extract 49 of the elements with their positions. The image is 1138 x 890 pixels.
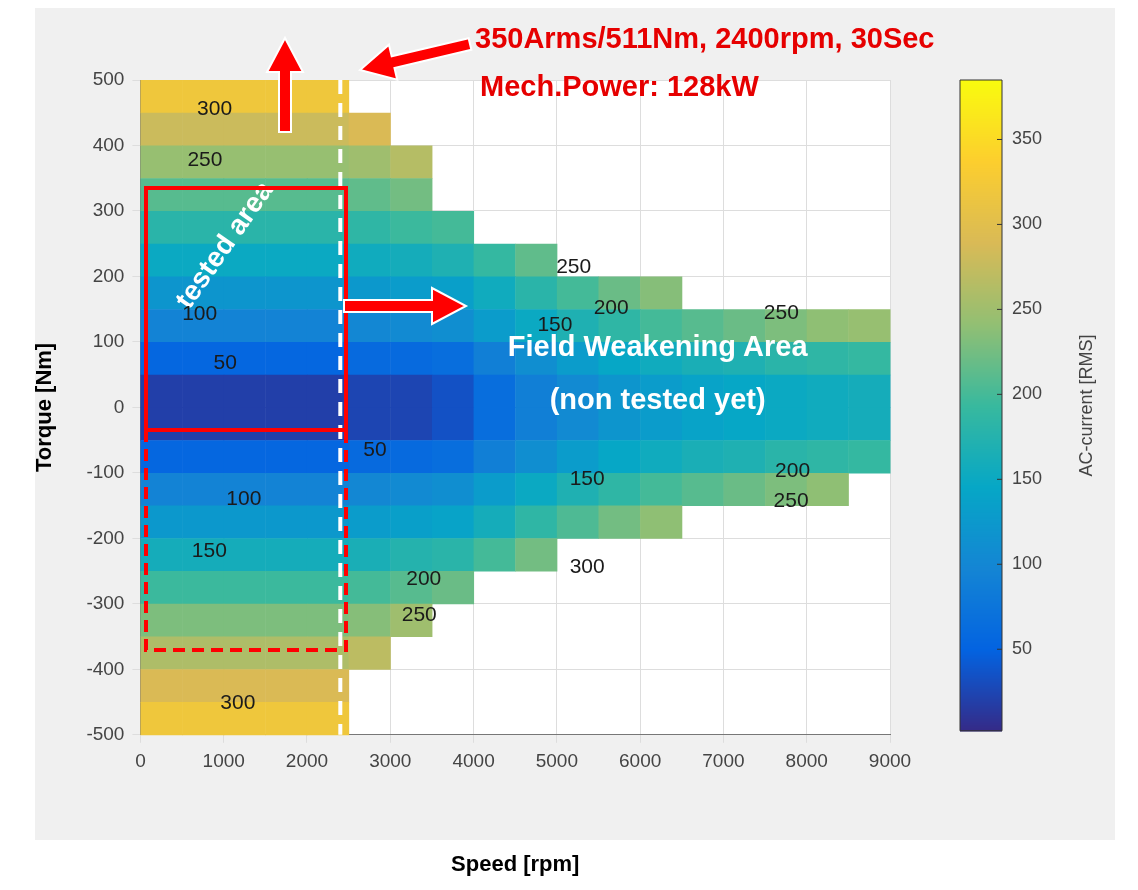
color-bar-label: 100 (1012, 553, 1043, 574)
x-tick-label: 7000 (702, 750, 745, 772)
text: 350Arms/511Nm, 2400rpm, 30Sec (475, 22, 935, 54)
y-tick-label: 400 (92, 133, 125, 155)
y-tick-label: -300 (86, 592, 125, 614)
y-axis-title: Torque [Nm] (31, 342, 57, 472)
x-tick-label: 9000 (868, 750, 912, 772)
annotation: 150 (569, 465, 605, 489)
x-tick-label: 6000 (619, 750, 662, 772)
color-bar-label: 200 (1012, 383, 1043, 404)
color-bar-title: AC-current [RMS] (1075, 334, 1096, 477)
color-bar-label: 150 (1012, 468, 1043, 489)
annotation: 250 (773, 488, 809, 512)
y-tick-label: 0 (113, 395, 125, 417)
y-tick-label: 100 (92, 330, 125, 352)
color-bar-label: 250 (1012, 298, 1043, 319)
annotation: 250 (187, 146, 223, 170)
y-tick-label: -500 (86, 723, 125, 745)
y-tick-label: -100 (86, 461, 125, 483)
annotation: 200 (406, 566, 442, 590)
annotation: 300 (220, 690, 256, 714)
x-tick-label: 1000 (202, 750, 245, 772)
annotation: 250 (556, 254, 592, 278)
color-bar-label: 350 (1012, 128, 1043, 149)
color-bar-label: 50 (1012, 638, 1033, 659)
y-tick-label: 300 (92, 199, 125, 221)
y-tick-label: -400 (86, 657, 125, 679)
x-tick-label: 3000 (369, 750, 412, 772)
y-tick-label: -200 (86, 526, 125, 548)
annotation: 150 (191, 537, 227, 561)
annotation: Field Weakening Area (507, 330, 809, 363)
annotation: 50 (363, 436, 387, 460)
annotation: 200 (775, 458, 811, 482)
x-tick-label: 2000 (285, 750, 329, 772)
annotation: 300 (197, 96, 233, 120)
annotation: 200 (593, 294, 629, 318)
annotation: (non tested yet) (549, 382, 766, 415)
annotation: 300 (569, 553, 605, 577)
annotation: 50 (213, 349, 237, 373)
color-bar-label: 300 (1012, 213, 1043, 234)
x-tick-label: 5000 (535, 750, 578, 772)
annotation: 100 (226, 485, 262, 509)
x-axis-title: Speed [rpm] (451, 850, 580, 876)
x-tick-label: 4000 (452, 750, 495, 772)
y-tick-label: 500 (92, 68, 125, 90)
x-tick-label: 8000 (785, 750, 828, 772)
annotation: Mech.Power: 128kW (480, 70, 760, 102)
x-tick-label: 0 (135, 750, 146, 772)
y-tick-label: 200 (92, 264, 125, 286)
